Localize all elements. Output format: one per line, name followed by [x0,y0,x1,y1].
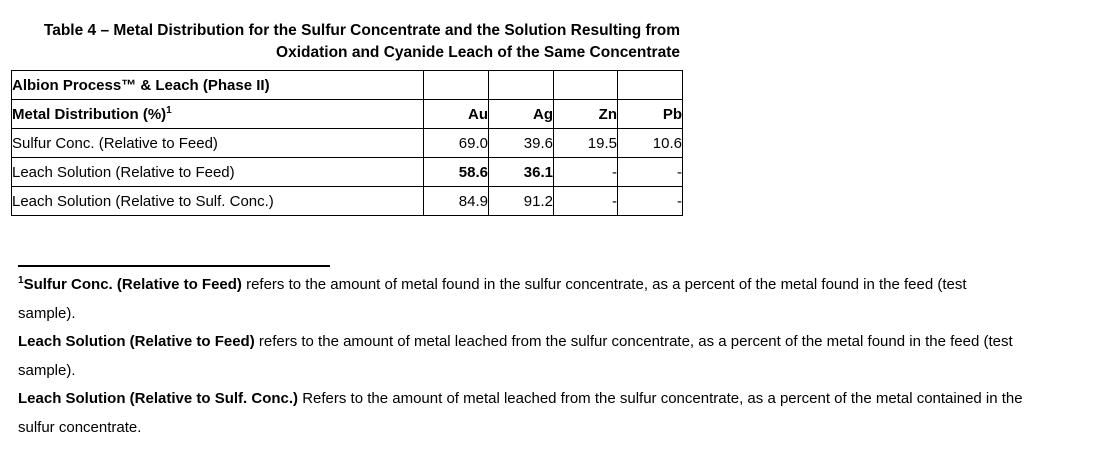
column-header-pb: Pb [617,99,683,129]
metal-distribution-label: Metal Distribution (%) [12,105,167,123]
footnote-text: refers to the amount of metal leached fr… [254,333,1013,350]
table-cell-zn: - [553,186,618,216]
footnote-number: 1 [18,275,24,286]
footnote-term: Sulfur Conc. (Relative to Feed) [23,276,242,293]
row-label: Leach Solution (Relative to Sulf. Conc.) [11,186,424,216]
footnote-term: Leach Solution (Relative to Feed) [18,333,255,350]
table-cell-ag: 36.1 [488,157,554,187]
table-cell-zn: - [553,157,618,187]
row-label-metal-distribution: Metal Distribution (%)1 [11,99,424,129]
empty-cell [553,70,618,100]
footnote-text: sulfur concentrate. [18,418,142,436]
column-header-zn: Zn [553,99,618,129]
empty-cell [488,70,554,100]
table-cell-zn: 19.5 [553,128,618,158]
table-title-line1: Table 4 – Metal Distribution for the Sul… [43,22,680,39]
table-cell-ag: 39.6 [488,128,554,158]
row-label: Leach Solution (Relative to Feed) [11,157,424,187]
empty-cell [617,70,683,100]
table-cell-pb: - [617,157,683,187]
footnote-term: Leach Solution (Relative to Sulf. Conc.) [18,390,299,407]
table-cell-au: 84.9 [423,186,489,216]
table-cell-pb: - [617,186,683,216]
footnote-text: refers to the amount of metal found in t… [241,276,967,293]
table-title-line2: Oxidation and Cyanide Leach of the Same … [276,44,680,61]
table-row-column-headers: Metal Distribution (%)1 Au Ag Zn Pb [11,99,683,129]
footnote-leach-solution-sulf-conc: Leach Solution (Relative to Sulf. Conc.)… [18,385,1098,442]
footnote-separator [18,265,330,267]
table-row-leach-solution-feed: Leach Solution (Relative to Feed) 58.6 3… [11,157,683,187]
metal-distribution-table: Albion Process™ & Leach (Phase II) Metal… [11,70,683,216]
table-title: Table 4 – Metal Distribution for the Sul… [0,20,692,64]
footnote-leach-solution-feed: Leach Solution (Relative to Feed) refers… [18,328,1098,385]
column-header-au: Au [423,99,489,129]
table-row-process-header: Albion Process™ & Leach (Phase II) [11,70,683,100]
table-row-leach-solution-sulf-conc: Leach Solution (Relative to Sulf. Conc.)… [11,186,683,216]
row-label-process: Albion Process™ & Leach (Phase II) [11,70,424,100]
footnotes: 1Sulfur Conc. (Relative to Feed) refers … [18,271,1098,442]
table-row-sulfur-conc: Sulfur Conc. (Relative to Feed) 69.0 39.… [11,128,683,158]
table-cell-pb: 10.6 [617,128,683,158]
row-label: Sulfur Conc. (Relative to Feed) [11,128,424,158]
empty-cell [423,70,489,100]
column-header-ag: Ag [488,99,554,129]
footnote-text: sample). [18,361,76,379]
footnote-text: sample). [18,304,76,322]
footnote-sulfur-conc: 1Sulfur Conc. (Relative to Feed) refers … [18,271,1098,328]
footnote-text: Refers to the amount of metal leached fr… [298,390,1023,407]
table-cell-ag: 91.2 [488,186,554,216]
footnote-ref-superscript: 1 [166,104,172,116]
table-cell-au: 58.6 [423,157,489,187]
table-cell-au: 69.0 [423,128,489,158]
